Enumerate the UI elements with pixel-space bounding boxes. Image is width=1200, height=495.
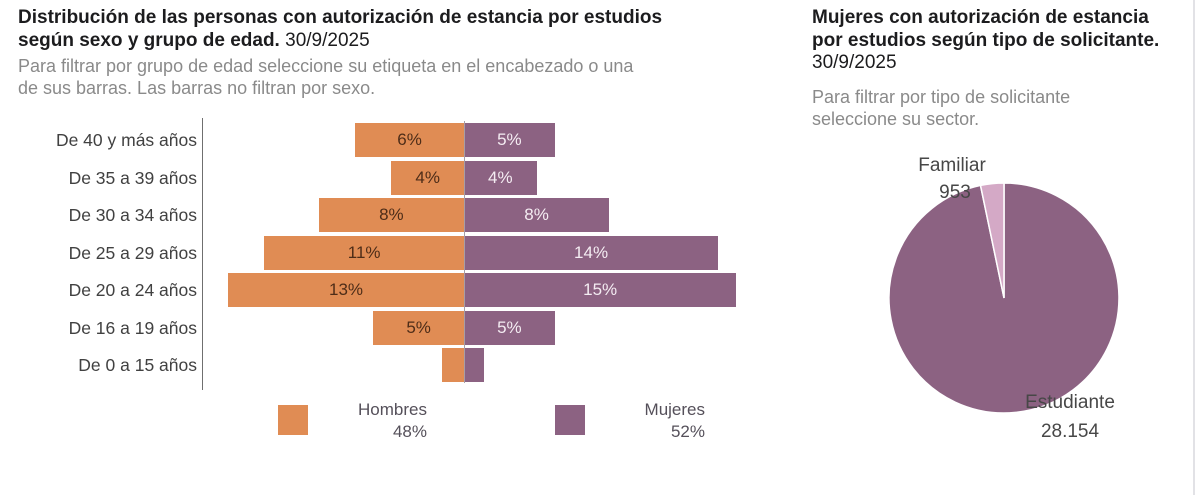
left-chart-subtitle: Para filtrar por grupo de edad seleccion…	[18, 55, 633, 99]
bar-hombres-5[interactable]: 5%	[373, 310, 464, 345]
legend-swatch-mujeres[interactable]	[555, 405, 585, 435]
pie-chart	[888, 182, 1120, 414]
pie-value-familiar: 953	[939, 182, 971, 203]
bar-hombres-4[interactable]: 13%	[228, 273, 464, 307]
bar-value-label: 13%	[329, 280, 364, 299]
left-chart-title: Distribución de las personas con autoriz…	[18, 7, 662, 52]
bar-hombres-6[interactable]	[442, 348, 464, 382]
bar-hombres-2[interactable]: 8%	[318, 198, 464, 232]
pie-label-familiar: Familiar	[918, 155, 986, 176]
left-title-line1: Distribución de las personas con autoriz…	[18, 7, 662, 30]
bar-mujeres-0[interactable]: 5%	[464, 123, 555, 157]
bar-mujeres-5[interactable]: 5%	[464, 310, 555, 345]
bar-value-label: 11%	[347, 242, 381, 262]
age-group-header-3[interactable]: De 25 a 29 años	[68, 242, 197, 263]
bar-hombres-3[interactable]: 11%	[264, 235, 464, 270]
pie-value-estudiante: 28.154	[1040, 421, 1100, 442]
right-title-date: 30/9/2025	[812, 52, 897, 73]
legend-label-mujeres: Mujeres	[644, 400, 705, 419]
bar-mujeres-3[interactable]: 14%	[464, 235, 719, 270]
right-chart-subtitle: Para filtrar por tipo de solicitante sel…	[812, 86, 1070, 130]
bar-mujeres-1[interactable]: 4%	[464, 160, 537, 195]
age-group-header-1[interactable]: De 35 a 39 años	[68, 167, 197, 188]
left-title-text2: según sexo y grupo de edad.	[18, 29, 280, 51]
bar-mujeres-4[interactable]: 15%	[464, 273, 737, 307]
bar-mujeres-6[interactable]	[464, 348, 484, 382]
right-subtitle-line1: Para filtrar por tipo de solicitante	[812, 87, 1071, 107]
bar-hombres-1[interactable]: 4%	[391, 160, 464, 195]
category-axis-line	[202, 118, 203, 390]
pyramid-plot: De 40 y más años 6% 5% De 35 a 39 años 4% 4% D…	[0, 118, 800, 403]
right-subtitle-line2: seleccione su sector.	[812, 109, 980, 129]
legend-label-hombres: Hombres	[358, 400, 427, 419]
bar-value-label: 5%	[497, 130, 522, 149]
legend-swatch-hombres[interactable]	[278, 405, 308, 435]
legend-entry-hombres: Hombres 48%	[307, 399, 427, 442]
age-group-header-6[interactable]: De 0 a 15 años	[78, 355, 197, 375]
right-title-line2: por estudios según tipo de solicitante.	[812, 29, 1160, 51]
pie-slice-familiar[interactable]	[979, 182, 1005, 299]
right-chart-title: Mujeres con autorización de estancia por…	[812, 7, 1159, 75]
legend-entry-mujeres: Mujeres 52%	[585, 399, 705, 442]
pane-divider	[1193, 0, 1195, 495]
age-group-header-0[interactable]: De 40 y más años	[55, 130, 197, 150]
age-group-header-4[interactable]: De 20 a 24 años	[68, 280, 197, 300]
bar-mujeres-2[interactable]: 8%	[464, 198, 610, 232]
left-subtitle-line1: Para filtrar por grupo de edad seleccion…	[18, 56, 634, 76]
bar-value-label: 14%	[574, 242, 609, 262]
bar-value-label: 4%	[415, 167, 440, 187]
bar-value-label: 8%	[524, 205, 549, 224]
bar-value-label: 15%	[583, 280, 618, 299]
left-title-date: 30/9/2025	[285, 29, 370, 51]
bar-value-label: 8%	[379, 205, 404, 224]
left-title-text: Distribución de las personas con autoriz…	[18, 7, 663, 28]
left-title-line2: según sexo y grupo de edad. 30/9/2025	[18, 30, 662, 53]
bar-value-label: 5%	[406, 317, 431, 337]
bar-value-label: 6%	[397, 130, 422, 149]
age-group-header-5[interactable]: De 16 a 19 años	[68, 317, 197, 338]
bar-value-label: 4%	[488, 167, 513, 187]
left-subtitle-line2: de sus barras. Las barras no filtran por…	[18, 78, 376, 98]
bar-value-label: 5%	[497, 317, 522, 337]
age-group-header-2[interactable]: De 30 a 34 años	[68, 205, 197, 225]
right-title-line1: Mujeres con autorización de estancia	[812, 7, 1149, 28]
legend-total-mujeres: 52%	[670, 421, 705, 441]
pie-label-estudiante: Estudiante	[1025, 392, 1115, 413]
center-divider-line	[464, 121, 465, 383]
bar-hombres-0[interactable]: 6%	[355, 123, 464, 157]
legend-total-hombres: 48%	[392, 421, 427, 441]
